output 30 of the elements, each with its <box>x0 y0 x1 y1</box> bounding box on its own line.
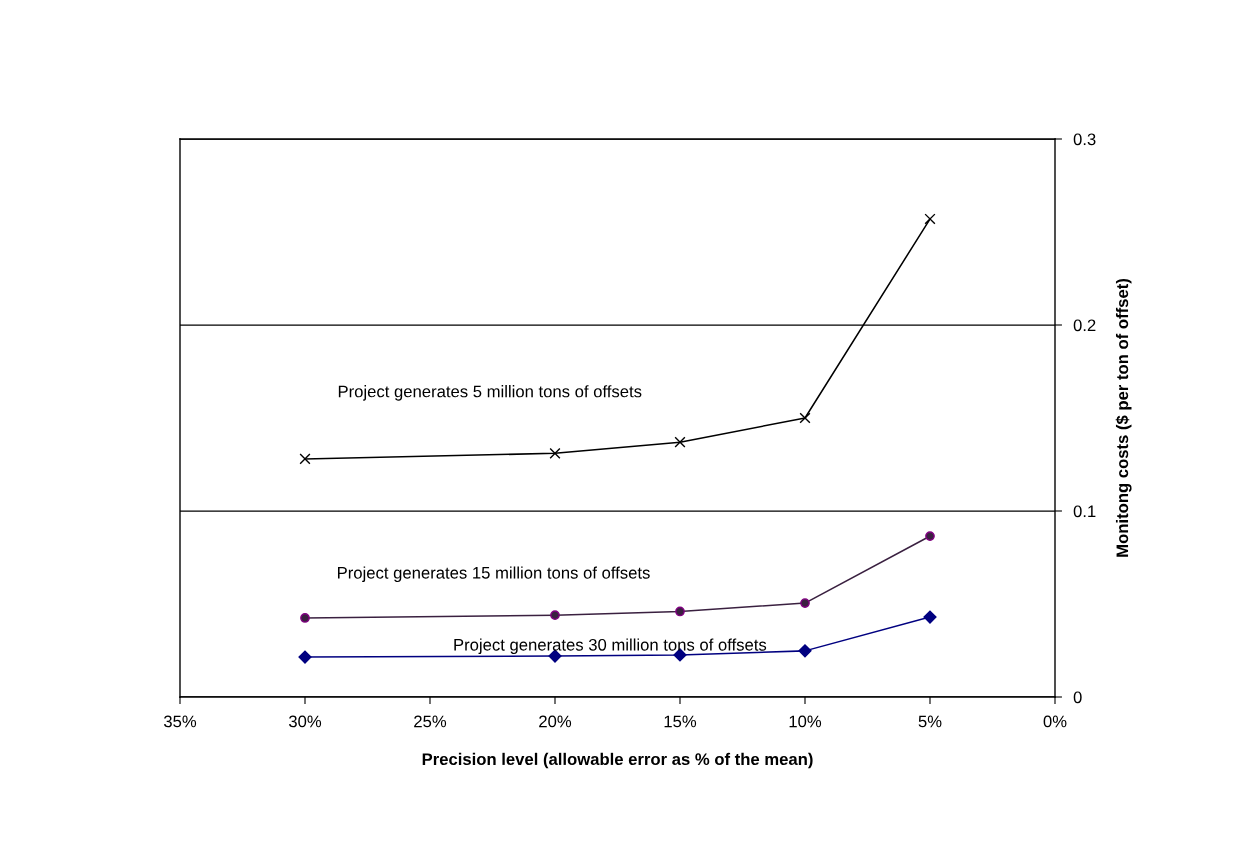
point <box>799 412 811 424</box>
point <box>549 447 561 459</box>
x-tick-label: 5% <box>918 715 942 728</box>
y-tick-label: 0.1 <box>1073 505 1096 518</box>
point <box>924 213 936 225</box>
point <box>300 613 310 623</box>
point <box>925 531 935 541</box>
x-tick-label: 35% <box>163 715 197 728</box>
text: Project generates 5 million tons of offsets <box>338 385 642 401</box>
point <box>800 598 810 608</box>
x-tick-label: 30% <box>288 715 322 728</box>
point <box>674 436 686 448</box>
x-tick-label: 0% <box>1043 715 1067 728</box>
series-label: Project generates 30 million tons of offsets <box>454 638 767 654</box>
x-axis-title: Precision level (allowable error as % of the mean) <box>422 752 813 769</box>
point <box>798 644 812 658</box>
y-tick-label: 0.3 <box>1073 133 1096 146</box>
y-tick-label: 0 <box>1073 691 1082 704</box>
point <box>298 650 312 664</box>
series-label: Project generates 15 million tons of offsets <box>337 566 650 583</box>
y-tick-label: 0.2 <box>1073 319 1096 332</box>
point <box>550 610 560 621</box>
point <box>923 610 937 624</box>
x-tick-label: 25% <box>414 715 447 728</box>
point <box>675 606 685 617</box>
y-axis-title: Monitong costs ($ per ton of offset) <box>1115 279 1132 557</box>
x-tick-label: 10% <box>789 715 822 728</box>
point <box>299 453 311 465</box>
x-tick-label: 15% <box>664 715 697 728</box>
x-tick-label: 20% <box>539 715 572 728</box>
